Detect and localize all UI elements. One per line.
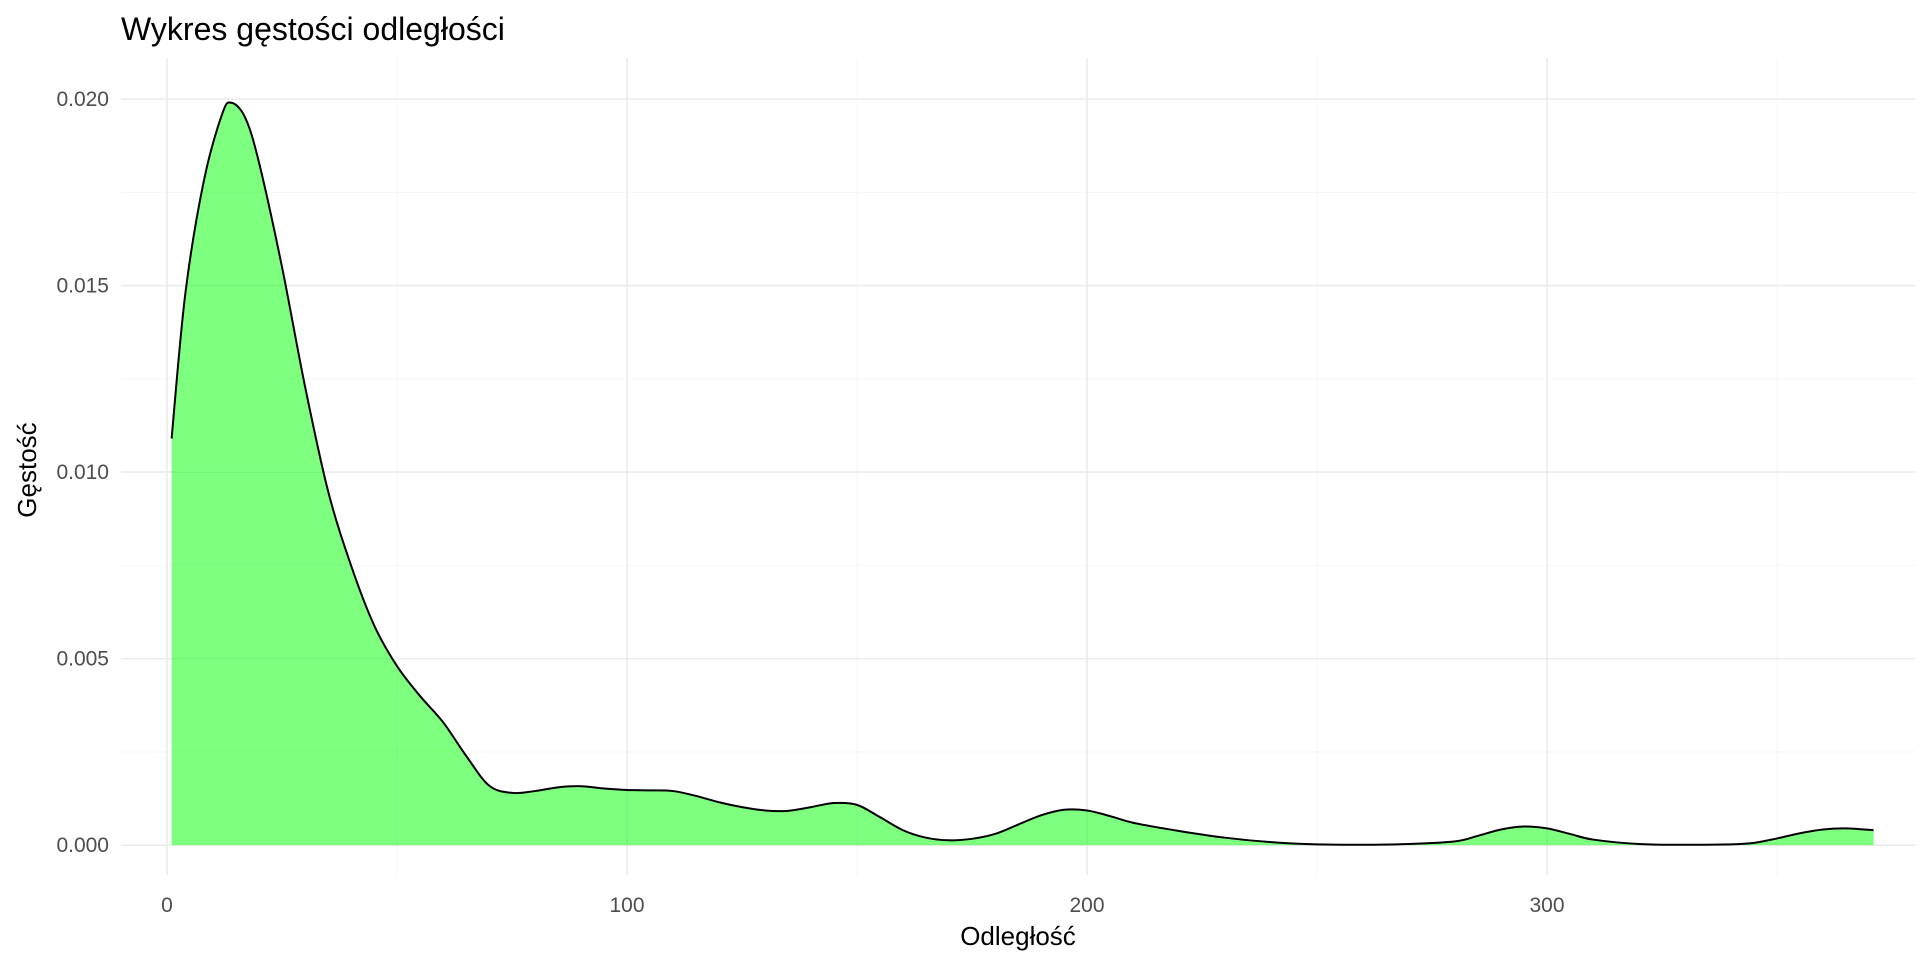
y-axis-ticks: 0.000 0.005 0.010 0.015 0.020 — [56, 88, 109, 857]
y-tick-label: 0.020 — [56, 88, 109, 111]
y-tick-label: 0.010 — [56, 461, 109, 484]
grid — [121, 58, 1915, 875]
y-axis-title: Gęstość — [12, 422, 42, 517]
y-tick-label: 0.000 — [56, 834, 109, 857]
density-fill-area — [171, 102, 1874, 846]
y-tick-label: 0.015 — [56, 275, 109, 298]
x-axis-ticks: 0 100 200 300 — [161, 894, 1564, 917]
chart-title: Wykres gęstości odległości — [121, 11, 505, 47]
x-tick-label: 0 — [161, 894, 173, 917]
x-axis-title: Odległość — [960, 921, 1076, 951]
x-tick-label: 300 — [1529, 894, 1564, 917]
x-tick-label: 100 — [609, 894, 644, 917]
x-tick-label: 200 — [1069, 894, 1104, 917]
y-tick-label: 0.005 — [56, 648, 109, 671]
density-curve-line — [170, 101, 1874, 846]
density-area — [170, 101, 1874, 846]
